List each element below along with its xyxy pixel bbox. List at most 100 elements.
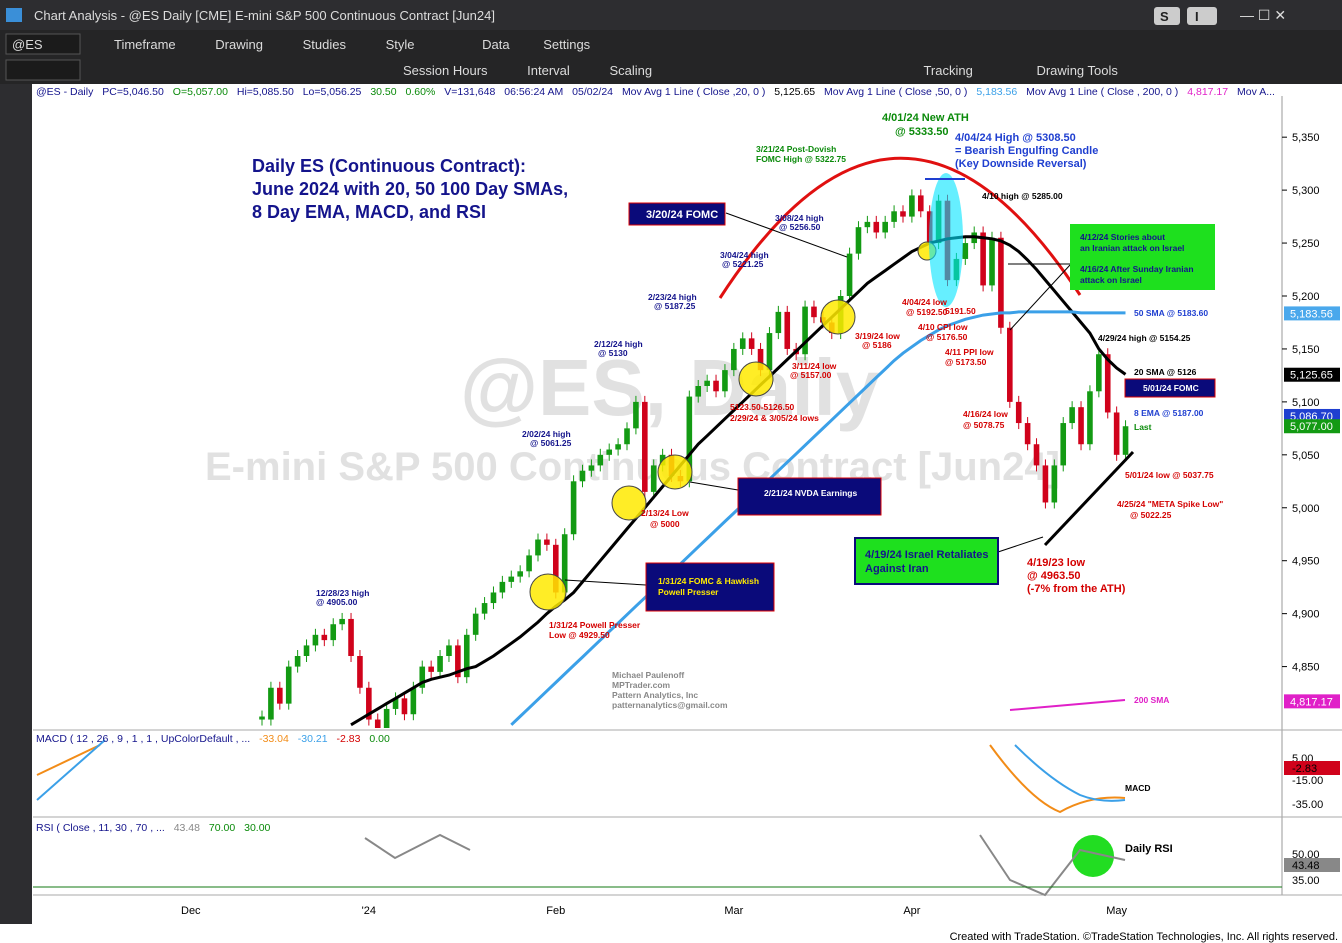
chart-heading: Daily ES (Continuous Contract): June 2024… bbox=[252, 156, 568, 222]
candle bbox=[873, 221, 880, 233]
candle bbox=[268, 687, 274, 720]
candle bbox=[900, 211, 906, 217]
candle bbox=[980, 232, 986, 286]
circle bbox=[820, 299, 856, 335]
value: 70.00 bbox=[209, 822, 235, 834]
window-controls[interactable]: — ☐ ✕ bbox=[1240, 7, 1286, 23]
status-item: 05/02/24 bbox=[572, 86, 613, 98]
moving-average bbox=[350, 235, 1127, 727]
price-axis bbox=[1282, 84, 1342, 924]
status-line: @ES - Daily PC=5,046.50 O=5,057.00 Hi=5,… bbox=[36, 86, 1275, 98]
menu-item[interactable]: Session Hours bbox=[403, 63, 488, 78]
line: @ 5061.25 bbox=[530, 438, 572, 448]
candle bbox=[855, 227, 862, 254]
last-value-label: 5,077.00 bbox=[1290, 421, 1333, 433]
value: 43.48 bbox=[174, 822, 200, 834]
interval-box[interactable] bbox=[5, 59, 81, 81]
candle bbox=[1033, 444, 1040, 466]
line: 4/19/24 Israel Retaliates bbox=[865, 549, 989, 561]
candle bbox=[1060, 423, 1067, 466]
candle bbox=[277, 687, 283, 704]
line: @ 5187.25 bbox=[654, 301, 696, 311]
label: 5191.50 bbox=[945, 306, 976, 316]
value: 30.00 bbox=[244, 822, 270, 834]
candle bbox=[312, 634, 319, 646]
macd-header: MACD ( 12 , 26 , 9 , 1 , 1 , UpColorDefa… bbox=[36, 733, 390, 745]
menu-item[interactable]: Data bbox=[482, 37, 510, 52]
line: @ 4963.50 bbox=[1027, 570, 1081, 582]
line: FOMC High @ 5322.75 bbox=[756, 154, 846, 164]
s-button-label[interactable]: S bbox=[1160, 9, 1169, 24]
candle bbox=[989, 237, 995, 286]
highlight-ellipse bbox=[929, 173, 963, 307]
line: (-7% from the ATH) bbox=[1027, 583, 1126, 595]
note: 4/12/24 Stories about an Iranian attack o… bbox=[1080, 232, 1194, 285]
label: 1/31/24 Powell Presser Low @ 4929.50 bbox=[549, 620, 641, 640]
line: 5123.50-5126.50 bbox=[730, 402, 795, 412]
x-tick-label: '24 bbox=[362, 905, 376, 917]
status-item: Mov Avg 1 Line ( Close ,50, 0 ) bbox=[824, 86, 967, 98]
toolbar-row-2[interactable]: Session Hours Interval Scaling Tracking … bbox=[403, 63, 1118, 78]
candle bbox=[864, 221, 871, 228]
label: 4/16/24 low @ 5078.75 bbox=[963, 409, 1008, 430]
label: 5123.50-5126.50 2/29/24 & 3/05/24 lows bbox=[730, 402, 819, 423]
i-button[interactable] bbox=[1187, 7, 1217, 25]
menu-item[interactable]: Tracking bbox=[923, 63, 972, 78]
x-tick-label: Apr bbox=[903, 905, 920, 917]
line: 3/19/24 low bbox=[855, 331, 900, 341]
line: Low @ 4929.50 bbox=[549, 630, 610, 640]
pointer bbox=[997, 536, 1044, 553]
value: 0.00 bbox=[369, 733, 390, 745]
status-item: 5,125.65 bbox=[774, 86, 815, 98]
line: 4/12/24 Stories about bbox=[1080, 232, 1165, 242]
candle bbox=[695, 386, 702, 397]
label: 2/12/24 high @ 5130 bbox=[594, 339, 643, 358]
candle bbox=[606, 449, 613, 455]
menu-item[interactable]: Scaling bbox=[609, 63, 652, 78]
label: 4/29/24 high @ 5154.25 bbox=[1098, 333, 1191, 343]
y-tick-label: 5,050 bbox=[1292, 450, 1320, 462]
last-value-box bbox=[1284, 367, 1340, 382]
status-item: 30.50 bbox=[370, 86, 396, 98]
menu-item[interactable]: Style bbox=[386, 37, 415, 52]
menu-item[interactable]: Drawing Tools bbox=[1036, 63, 1118, 78]
candle bbox=[1087, 391, 1093, 445]
last-value-box bbox=[1284, 858, 1340, 872]
value: -30.21 bbox=[298, 733, 328, 745]
label: 4/04/24 low @ 5192.50 bbox=[902, 297, 948, 317]
candle bbox=[437, 656, 443, 672]
status-item: 5,183.56 bbox=[976, 86, 1017, 98]
menu-item[interactable]: Studies bbox=[303, 37, 347, 52]
candle bbox=[357, 656, 363, 688]
menu-item[interactable]: Drawing bbox=[215, 37, 263, 52]
menu-item[interactable]: Settings bbox=[543, 37, 590, 52]
candle bbox=[526, 555, 532, 572]
toolbar-row-1[interactable]: Timeframe Drawing Studies Style Data Set… bbox=[114, 37, 591, 52]
menu-item[interactable]: Interval bbox=[527, 63, 570, 78]
candle bbox=[366, 687, 372, 720]
i-button-label[interactable]: I bbox=[1195, 9, 1199, 24]
label: 50 SMA @ 5183.60 bbox=[1134, 308, 1208, 318]
candle bbox=[544, 539, 550, 545]
toolbar bbox=[0, 30, 1342, 84]
candle bbox=[1122, 426, 1129, 455]
s-button[interactable] bbox=[1154, 7, 1180, 25]
line: 8 Day EMA, MACD, and RSI bbox=[252, 202, 486, 222]
symbol-box[interactable] bbox=[5, 33, 81, 55]
label: 3/19/24 low @ 5186 bbox=[855, 331, 900, 350]
candle bbox=[784, 311, 791, 349]
footer-bar bbox=[0, 924, 1342, 943]
label: 4/11 PPI low @ 5173.50 bbox=[945, 347, 994, 367]
macd-signal bbox=[36, 744, 101, 776]
line: Against Iran bbox=[865, 563, 929, 575]
line: 3/04/24 high bbox=[720, 250, 769, 260]
y-tick-label: 5,000 bbox=[1292, 503, 1320, 515]
line: 4/16/24 After Sunday Iranian bbox=[1080, 264, 1194, 274]
line: @ 4905.00 bbox=[316, 597, 358, 607]
candle bbox=[882, 221, 888, 233]
x-tick-label: Feb bbox=[546, 905, 565, 917]
symbol-input[interactable]: @ES bbox=[12, 37, 43, 52]
candle bbox=[766, 333, 773, 371]
menu-item[interactable]: Timeframe bbox=[114, 37, 176, 52]
line: 12/28/23 high bbox=[316, 588, 369, 598]
